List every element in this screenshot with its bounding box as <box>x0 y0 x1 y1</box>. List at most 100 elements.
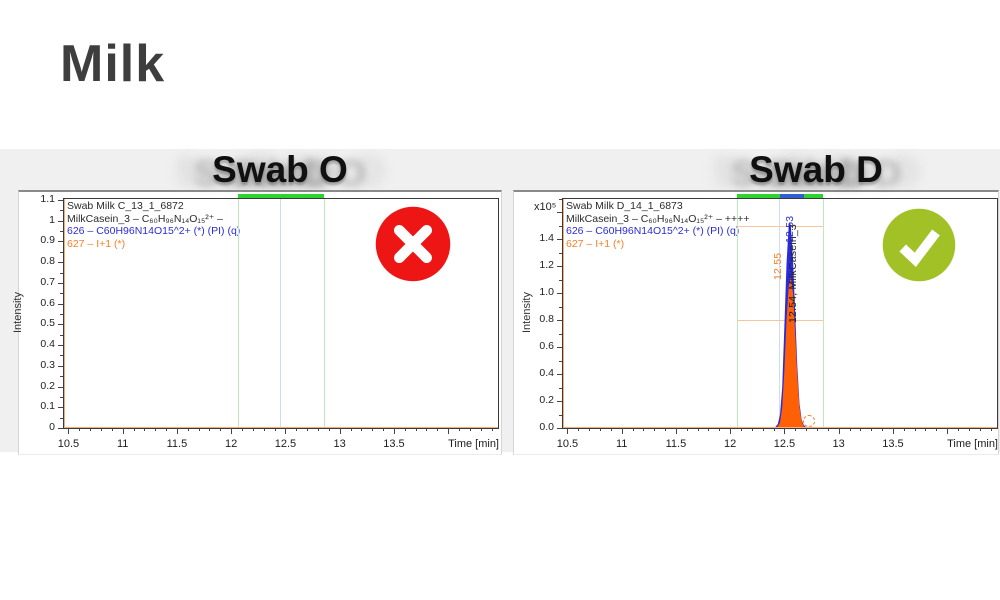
y-tick-label: 0.2 <box>539 394 554 407</box>
x-tick-label: 13.5 <box>383 438 405 450</box>
x-tick <box>816 428 818 431</box>
x-tick <box>155 428 157 431</box>
y-tick-label: 0.8 <box>539 313 554 326</box>
x-tick <box>697 428 699 431</box>
x-tick-label: 11.5 <box>166 438 188 450</box>
x-tick <box>339 428 341 434</box>
y-tick <box>60 355 63 357</box>
x-tick <box>459 428 461 431</box>
marker-line <box>237 199 239 428</box>
x-tick <box>307 428 309 431</box>
x-tick <box>654 428 656 431</box>
x-tick <box>361 428 363 431</box>
x-tick <box>827 428 829 431</box>
y-tick <box>559 333 562 335</box>
edge-trace <box>563 199 564 428</box>
x-tick <box>578 428 580 431</box>
y-tick <box>60 251 63 253</box>
threshold-line <box>736 225 824 227</box>
y-tick <box>60 210 63 212</box>
y-tick <box>58 365 63 367</box>
y-tick <box>58 303 63 305</box>
y-axis-tick-labels: 1.4 1.2 1.0 0.8 0.6 0.4 0.2 0.0 <box>514 198 558 433</box>
legend-line: Swab Milk C_13_1_6872 <box>67 200 184 212</box>
y-tick-label: 0.4 <box>539 367 554 380</box>
y-tick <box>559 199 562 200</box>
x-tick <box>231 428 233 434</box>
x-tick <box>68 428 70 434</box>
y-tick <box>60 314 63 316</box>
x-tick <box>491 428 493 431</box>
x-tick-label: 11.5 <box>665 438 687 450</box>
x-tick <box>882 428 884 431</box>
y-tick-label: 0.3 <box>40 358 55 371</box>
x-tick <box>925 428 927 431</box>
marker-line <box>778 199 780 428</box>
x-tick-label: 13 <box>333 438 346 450</box>
y-tick <box>557 401 562 403</box>
y-tick <box>559 387 562 389</box>
x-tick-label: 13.5 <box>882 438 904 450</box>
marker-line <box>324 199 326 428</box>
window-bar <box>780 194 804 198</box>
y-tick-label: 1 <box>49 213 55 226</box>
x-tick <box>914 428 916 431</box>
x-tick <box>187 428 189 431</box>
x-tick <box>350 428 352 431</box>
x-tick-label: 12.5 <box>773 438 796 450</box>
marker-line <box>736 199 738 428</box>
x-tick <box>795 428 797 431</box>
y-tick <box>559 414 562 416</box>
y-tick <box>58 241 63 243</box>
y-tick <box>559 306 562 308</box>
x-tick <box>806 428 808 431</box>
x-tick <box>936 428 938 431</box>
y-tick-label: 0.4 <box>40 338 55 351</box>
x-axis-ticks <box>562 428 996 436</box>
x-tick <box>784 428 786 434</box>
trace-legend: Swab Milk D_14_1_6873 MilkCasein_3 – C₆₀H… <box>566 200 749 250</box>
y-tick <box>58 324 63 326</box>
x-axis-title: Time [min] <box>947 438 998 450</box>
x-tick <box>730 428 732 434</box>
legend-line: MilkCasein_3 – C₆₀H₉₆N₁₄O₁₅²⁺ – <box>67 212 224 225</box>
x-tick-label: 12 <box>724 438 737 450</box>
x-tick <box>274 428 276 431</box>
y-tick-label: 0.2 <box>40 379 55 392</box>
x-tick <box>100 428 102 431</box>
y-tick <box>58 282 63 284</box>
x-tick <box>480 428 482 431</box>
x-tick-label: 10.5 <box>556 438 579 450</box>
threshold-line <box>736 320 824 322</box>
y-tick-label: 0.9 <box>40 234 55 247</box>
y-tick <box>58 428 63 429</box>
x-tick <box>220 428 222 431</box>
x-tick <box>762 428 764 431</box>
x-tick <box>144 428 146 431</box>
y-tick <box>58 220 63 222</box>
x-mark-icon <box>375 206 451 282</box>
x-tick <box>968 428 970 431</box>
x-tick <box>589 428 591 431</box>
y-tick-label: 1.0 <box>539 286 554 299</box>
x-axis-tick-labels: Time [min] 10.5 11 11.5 12 12.5 13 13.5 <box>557 438 998 451</box>
y-tick <box>559 252 562 254</box>
y-tick <box>60 293 63 295</box>
x-tick <box>372 428 374 431</box>
x-tick <box>111 428 113 431</box>
y-tick <box>557 428 562 429</box>
x-tick <box>176 428 178 434</box>
x-tick <box>242 428 244 431</box>
y-tick-label: 1.4 <box>539 232 554 245</box>
y-tick <box>559 360 562 362</box>
x-tick <box>166 428 168 431</box>
y-tick <box>58 345 63 347</box>
x-tick <box>296 428 298 431</box>
x-tick <box>426 428 428 431</box>
panel-swab-d: Swab D Intensity x10⁵ 1.4 1.2 1.0 0.8 0.6 0.4… <box>513 150 999 455</box>
x-tick <box>437 428 439 431</box>
panel-swab-o: Swab O Intensity 1.1 1 0.9 0.8 0.7 0.6 0.5 0.4 0… <box>12 150 502 455</box>
x-axis-title: Time [min] <box>448 438 499 450</box>
x-tick <box>599 428 601 431</box>
x-tick <box>741 428 743 431</box>
